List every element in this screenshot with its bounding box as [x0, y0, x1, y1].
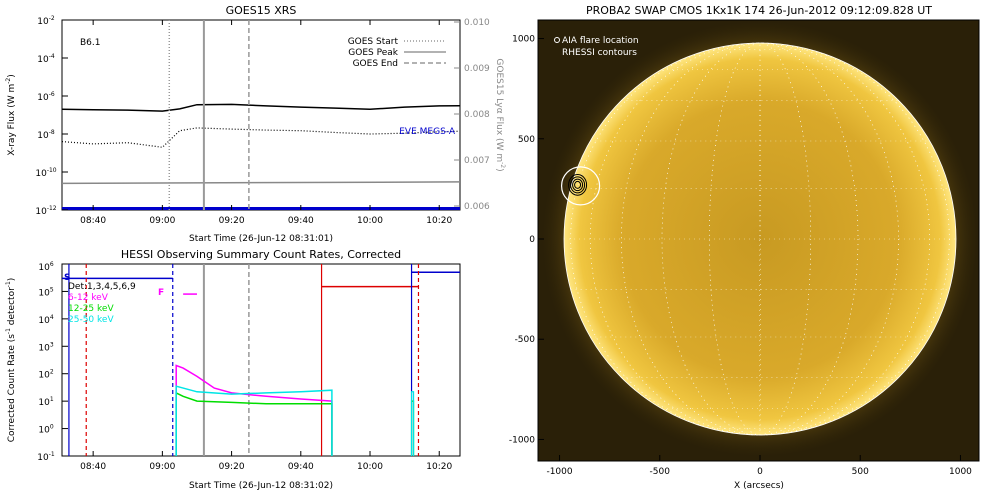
goes-x-tick-label: 08:40 — [80, 216, 106, 226]
goes-y-tick-label: 10-6 — [37, 91, 55, 103]
swap-x-tick-label: 500 — [852, 467, 869, 477]
goes-legend-entry: GOES End — [353, 59, 398, 69]
rhessi-contour — [568, 174, 588, 196]
rhessi-contour — [570, 176, 586, 194]
hessi-title: HESSI Observing Summary Count Rates, Cor… — [121, 248, 401, 261]
swap-x-axis-label: X (arcsecs) — [734, 481, 784, 491]
hessi-x-tick-label: 09:00 — [149, 462, 175, 472]
longitude-grid-line — [589, 42, 931, 436]
hessi-x-tick-label: 10:00 — [357, 462, 383, 472]
hessi-series-line-1 — [175, 391, 333, 456]
goes-legend-entry: GOES Start — [348, 37, 399, 47]
goes-right-y-tick-label: 0.010 — [464, 18, 490, 28]
swap-y-tick-label: -1000 — [509, 435, 535, 445]
hessi-y-tick-label: 102 — [38, 369, 53, 381]
hessi-legend-f-flag: F — [158, 288, 164, 298]
hessi-legend-entry: 25-50 keV — [68, 315, 114, 325]
goes-right-y-tick-label: 0.007 — [464, 156, 490, 166]
swap-x-tick-label: 1000 — [949, 467, 972, 477]
hessi-x-tick-label: 09:40 — [288, 462, 314, 472]
hessi-count-rate-panel: HESSI Observing Summary Count Rates, Cor… — [5, 248, 461, 491]
goes-y-tick-label: 10-12 — [35, 205, 56, 217]
longitude-grid-line — [759, 42, 761, 436]
goes-series-line-0 — [62, 103, 460, 112]
rhessi-contour — [574, 180, 582, 189]
goes-right-y-tick-label: 0.008 — [464, 110, 490, 120]
swap-plot-frame — [537, 19, 980, 462]
rhessi-contour — [572, 178, 584, 192]
swap-image-panel: PROBA2 SWAP CMOS 1Kx1K 174 26-Jun-2012 0… — [509, 4, 980, 491]
hessi-y-tick-label: 100 — [38, 424, 53, 436]
hessi-legend-entry: 6-12 keV — [68, 293, 109, 303]
aia-flare-location-circle — [560, 166, 601, 206]
swap-x-tick-label: -1000 — [546, 467, 572, 477]
goes-y-axis-label: X-ray Flux (W m-2) — [5, 74, 17, 155]
hessi-legend-entry: 12-25 keV — [68, 304, 114, 314]
hessi-x-tick-label: 09:20 — [219, 462, 245, 472]
goes-right-y-tick-label: 0.006 — [464, 202, 490, 212]
goes-x-axis-label: Start Time (26-Jun-12 08:31:01) — [189, 234, 333, 244]
goes-y-tick-label: 10-2 — [37, 15, 55, 27]
goes-x-tick-label: 09:00 — [149, 216, 175, 226]
swap-title: PROBA2 SWAP CMOS 1Kx1K 174 26-Jun-2012 0… — [586, 4, 932, 17]
hessi-series-line-0 — [175, 364, 333, 456]
swap-y-tick-label: 0 — [529, 235, 535, 245]
swap-legend-aia-label: AIA flare location — [562, 36, 639, 46]
swap-legend: AIA flare location RHESSI contours — [554, 36, 639, 58]
goes-title: GOES15 XRS — [226, 4, 297, 17]
swap-y-tick-label: -500 — [515, 335, 536, 345]
hessi-x-axis-label: Start Time (26-Jun-12 08:31:02) — [189, 481, 333, 491]
hessi-y-tick-label: 104 — [38, 314, 53, 326]
flare-markers — [560, 166, 601, 206]
hessi-y-tick-label-top: 106 — [38, 261, 53, 273]
swap-legend-aia-symbol — [554, 37, 560, 43]
solar-limb-outline — [563, 42, 957, 436]
swap-y-tick-label: 500 — [518, 135, 535, 145]
hessi-x-tick-label: 08:40 — [80, 462, 106, 472]
goes-right-y-axis-label: GOES15 Lyα Flux (W m-2) — [494, 58, 506, 171]
goes-legend-entry: GOES Peak — [348, 48, 398, 58]
hessi-plot-frame — [61, 263, 461, 457]
hessi-x-tick-label: 10:20 — [426, 462, 452, 472]
goes-y-tick-label: 10-10 — [35, 167, 56, 179]
swap-x-tick-label: -500 — [650, 467, 671, 477]
hessi-y-tick-label: 101 — [38, 396, 53, 408]
goes-class-label: B6.1 — [80, 38, 101, 48]
hessi-legend-s-flag: S — [64, 273, 70, 283]
hessi-legend-title: Det:1,3,4,5,6,9 — [68, 282, 136, 292]
swap-legend-rhessi-label: RHESSI contours — [562, 48, 637, 58]
hessi-late-spike-1 — [410, 391, 415, 456]
goes-right-y-tick-label: 0.009 — [464, 64, 490, 74]
hessi-series-line-2 — [175, 385, 333, 456]
goes-x-tick-label: 10:00 — [357, 216, 383, 226]
goes-x-tick-label: 09:40 — [288, 216, 314, 226]
swap-y-tick-label: 1000 — [512, 35, 535, 45]
goes-eve-label: EVE MEGS-A — [399, 127, 456, 137]
hessi-y-tick-label: 10-1 — [37, 451, 55, 463]
goes-x-tick-label: 09:20 — [219, 216, 245, 226]
hessi-y-tick-label: 105 — [38, 286, 53, 298]
swap-x-tick-label: 0 — [757, 467, 763, 477]
longitude-grid-line — [661, 42, 859, 436]
goes-x-tick-label: 10:20 — [426, 216, 452, 226]
goes-y-tick-label: 10-4 — [37, 53, 55, 65]
goes-y-tick-label: 10-8 — [37, 129, 55, 141]
hessi-y-axis-label: Corrected Count Rate (s-1 detector-1) — [5, 278, 17, 443]
hessi-y-tick-label: 103 — [38, 341, 53, 353]
longitude-grid-line — [570, 42, 950, 436]
goes-xrs-panel: GOES15 XRS 08:40 09:00 09:20 09:40 10:00 10:2… — [5, 4, 506, 244]
goes-series-line-2 — [62, 181, 460, 185]
